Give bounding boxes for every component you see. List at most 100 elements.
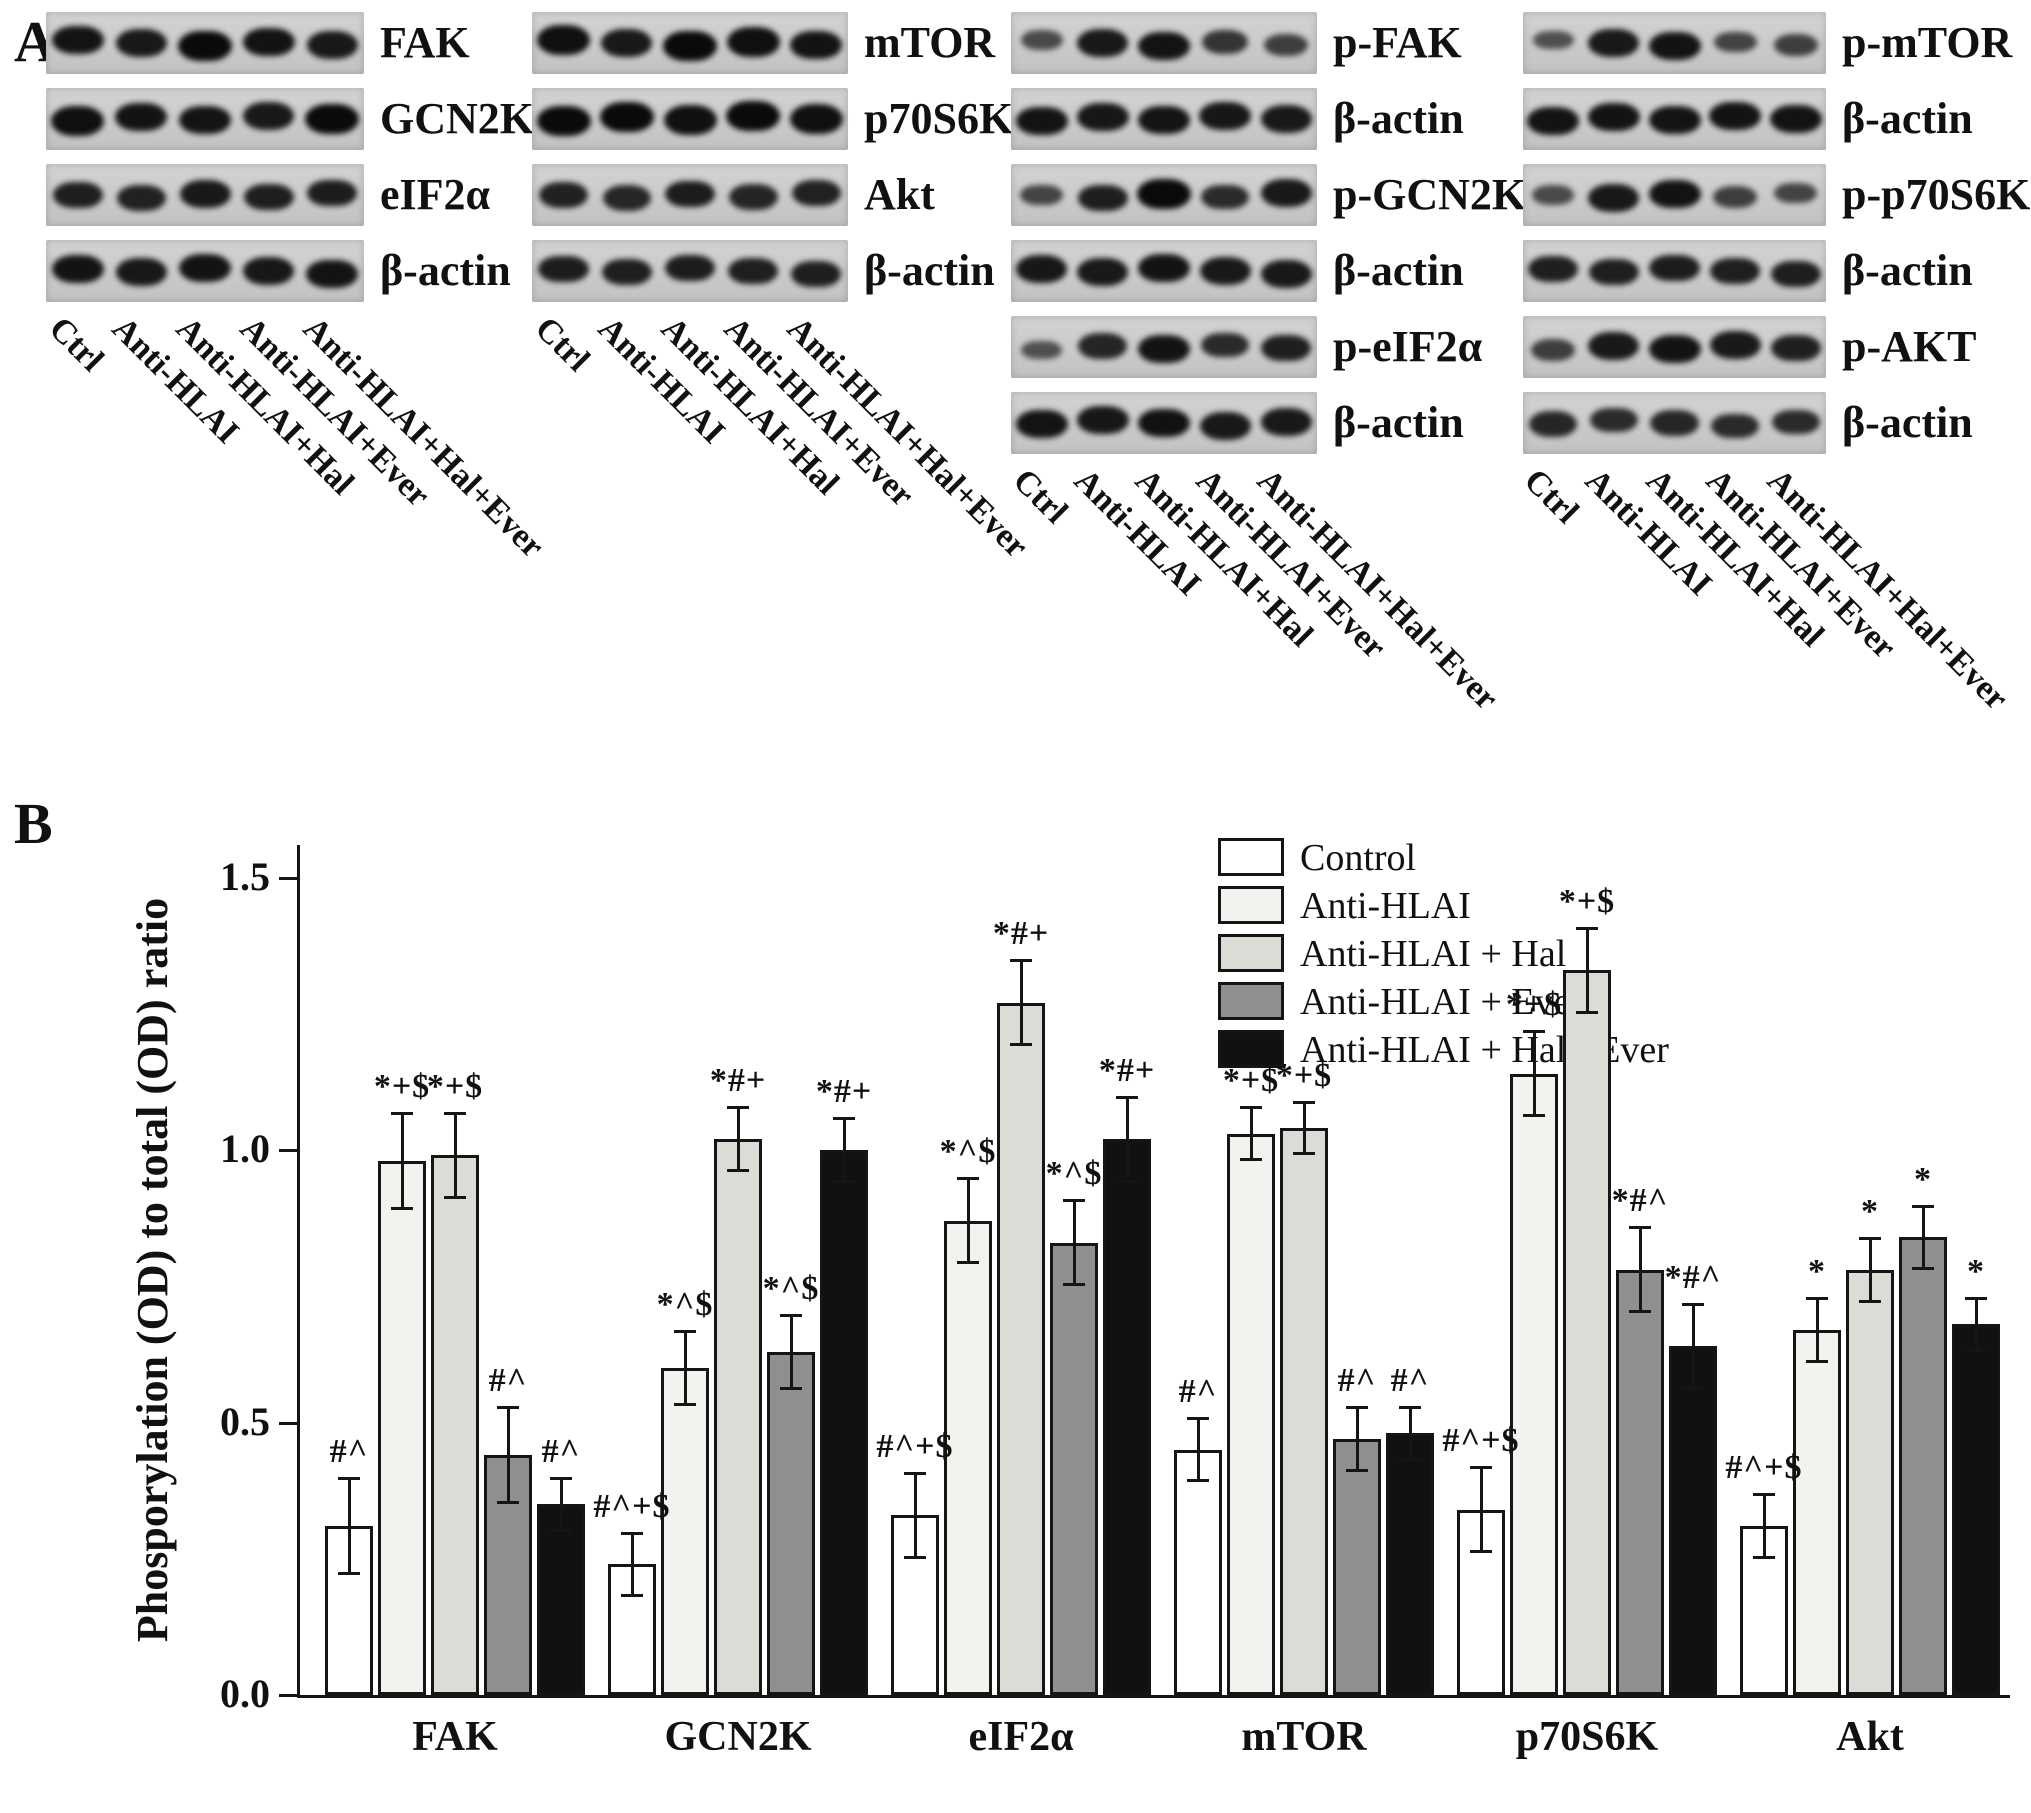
protein-band <box>1528 255 1579 283</box>
category-label: GCN2K <box>664 1714 812 1760</box>
error-bar-top-cap <box>1629 1226 1651 1230</box>
protein-band <box>1199 102 1251 130</box>
blot-strip-Akt <box>532 164 848 226</box>
protein-band <box>51 254 104 284</box>
protein-band <box>51 25 104 55</box>
error-bar-bottom-cap <box>1010 1043 1032 1047</box>
protein-band <box>1769 104 1822 134</box>
blot-row-label: β-actin <box>380 246 511 295</box>
significance-annotation: * <box>1914 1160 1932 1198</box>
protein-band <box>1260 408 1312 436</box>
error-bar <box>1470 1466 1492 1554</box>
blot-row-label: β-actin <box>864 246 995 295</box>
significance-annotation: *#^ <box>1611 1182 1669 1220</box>
blot-strip-p-mTOR <box>1523 12 1826 74</box>
protein-band <box>1015 106 1068 136</box>
significance-annotation: *^$ <box>762 1269 820 1307</box>
error-bar-stem <box>1408 1406 1412 1461</box>
blot-row-label: p-p70S6K <box>1842 170 2031 219</box>
error-bar <box>1753 1493 1775 1559</box>
protein-band <box>52 181 103 209</box>
protein-band <box>1021 340 1063 360</box>
protein-band <box>1648 334 1701 364</box>
protein-band <box>306 31 358 59</box>
error-bar-bottom-cap <box>1629 1310 1651 1314</box>
error-bar-stem <box>506 1406 510 1505</box>
blot-strip-FAK <box>46 12 364 74</box>
significance-annotation: *#+ <box>709 1062 767 1100</box>
protein-band <box>1713 31 1757 53</box>
bar <box>1899 1237 1947 1695</box>
error-bar-stem <box>1196 1417 1200 1483</box>
significance-annotation: #^ <box>488 1362 528 1400</box>
legend-label: Control <box>1300 837 1417 879</box>
blot-row-label: β-actin <box>1842 398 1973 447</box>
protein-band <box>1648 179 1701 209</box>
protein-band <box>1020 30 1063 50</box>
error-bar-bottom-cap <box>1346 1468 1368 1472</box>
bar <box>820 1150 868 1695</box>
significance-annotation: *+$ <box>1275 1056 1333 1094</box>
bar <box>1280 1128 1328 1695</box>
protein-band <box>599 102 654 132</box>
protein-band <box>789 104 843 134</box>
bar <box>1616 1269 1664 1695</box>
blot-strip-β-actin <box>1011 88 1317 150</box>
error-bar-bottom-cap <box>1187 1479 1209 1483</box>
error-bar-top-cap <box>1346 1406 1368 1410</box>
error-bar <box>1912 1204 1934 1270</box>
protein-band <box>116 184 167 212</box>
error-bar-bottom-cap <box>833 1179 855 1183</box>
significance-annotation: *+$ <box>1505 986 1563 1024</box>
protein-band <box>1260 105 1312 133</box>
error-bar-top-cap <box>833 1117 855 1121</box>
error-bar <box>338 1477 360 1576</box>
protein-band <box>1077 29 1129 57</box>
significance-annotation: * <box>1967 1253 1985 1291</box>
error-bar-top-cap <box>904 1471 926 1475</box>
protein-band <box>1260 260 1312 288</box>
bar <box>1386 1433 1434 1695</box>
protein-band <box>1648 31 1701 61</box>
bar <box>767 1351 815 1695</box>
error-bar <box>1965 1297 1987 1352</box>
significance-annotation: *#+ <box>1098 1051 1156 1089</box>
protein-band <box>1077 258 1129 286</box>
protein-band <box>115 102 168 132</box>
bar <box>997 1002 1045 1695</box>
significance-annotation: *#+ <box>815 1073 873 1111</box>
protein-band <box>1137 408 1191 438</box>
protein-band <box>1527 106 1580 136</box>
protein-band <box>1138 105 1190 135</box>
blot-strip-β-actin <box>1011 392 1317 454</box>
y-tick-label: 1.5 <box>220 853 270 899</box>
error-bar-top-cap <box>1912 1204 1934 1208</box>
panel-b-label: B <box>14 791 53 856</box>
protein-band <box>1709 331 1761 359</box>
significance-annotation: *+$ <box>373 1067 431 1105</box>
bar <box>431 1155 479 1695</box>
error-bar-stem <box>400 1111 404 1210</box>
error-bar-bottom-cap <box>497 1501 519 1505</box>
error-bar-bottom-cap <box>1753 1555 1775 1559</box>
error-bar-stem <box>966 1177 970 1265</box>
error-bar-bottom-cap <box>1116 1179 1138 1183</box>
error-bar <box>1063 1199 1085 1287</box>
significance-annotation: #^ <box>541 1433 581 1470</box>
bar <box>1510 1073 1558 1695</box>
significance-annotation: *^$ <box>656 1285 714 1323</box>
y-tick-mark <box>279 876 297 880</box>
bar <box>1050 1242 1098 1695</box>
protein-band <box>306 259 359 289</box>
significance-annotation: *#^ <box>1664 1258 1722 1296</box>
bar <box>1174 1449 1222 1695</box>
protein-band <box>51 106 105 136</box>
protein-band <box>1201 332 1250 358</box>
significance-annotation: *^$ <box>1045 1155 1103 1193</box>
protein-band <box>1260 179 1312 207</box>
protein-band <box>1588 332 1640 360</box>
error-bar-top-cap <box>674 1329 696 1333</box>
protein-band <box>115 29 167 57</box>
error-bar-bottom-cap <box>1806 1359 1828 1363</box>
